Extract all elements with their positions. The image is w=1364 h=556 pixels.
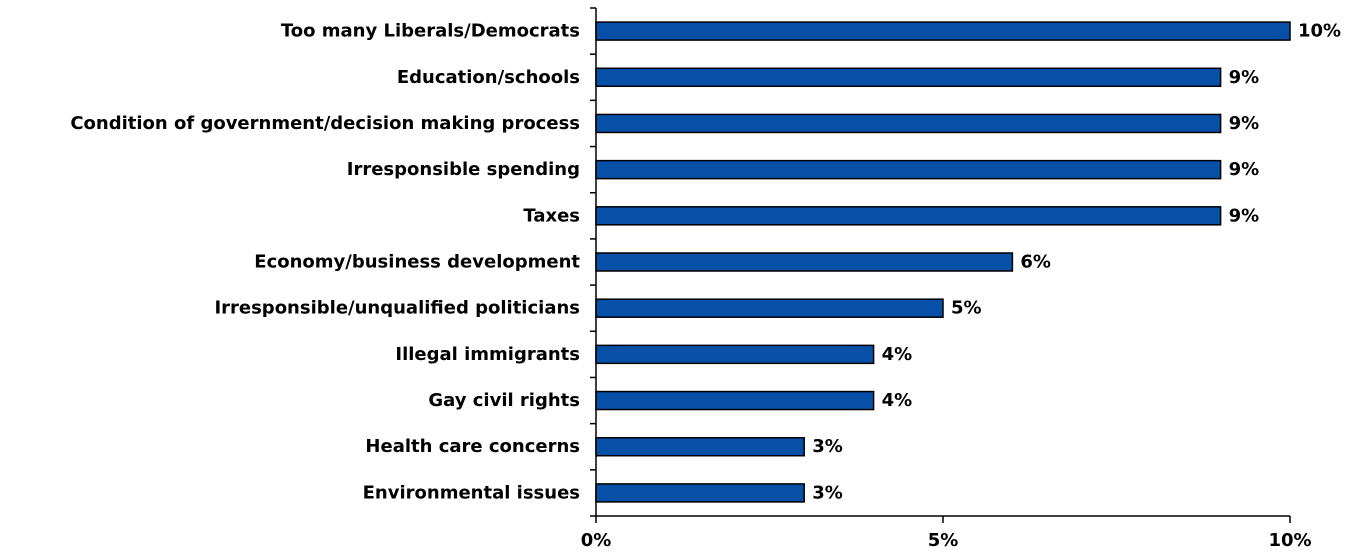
category-label: Taxes xyxy=(523,205,580,226)
data-label: 9% xyxy=(1229,67,1260,88)
category-label: Education/schools xyxy=(397,67,580,88)
bar xyxy=(595,344,875,365)
data-label: 9% xyxy=(1229,205,1260,226)
data-label: 3% xyxy=(812,436,843,457)
data-label: 10% xyxy=(1298,21,1341,42)
bar xyxy=(595,298,944,318)
axes-group xyxy=(590,7,1291,523)
category-label: Irresponsible/unqualified politicians xyxy=(214,298,580,319)
data-label: 4% xyxy=(882,390,913,411)
bars-group xyxy=(595,21,1291,503)
data-label: 4% xyxy=(882,344,913,365)
category-label: Too many Liberals/Democrats xyxy=(281,21,580,42)
x-tick-label: 5% xyxy=(928,530,959,551)
bar xyxy=(595,113,1222,134)
category-label: Health care concerns xyxy=(365,436,580,457)
data-label: 6% xyxy=(1020,252,1051,273)
bar xyxy=(595,436,805,457)
category-label: Gay civil rights xyxy=(428,390,580,411)
data-label: 9% xyxy=(1229,159,1260,180)
bar xyxy=(595,21,1291,41)
category-label: Economy/business development xyxy=(254,252,580,273)
category-label: Environmental issues xyxy=(363,482,580,503)
data-label: 5% xyxy=(951,298,982,319)
bar xyxy=(595,390,875,411)
category-label: Condition of government/decision making … xyxy=(70,113,580,134)
data-label: 9% xyxy=(1229,113,1260,134)
bar xyxy=(595,252,1014,272)
bar xyxy=(595,159,1222,180)
labels-group: Too many Liberals/Democrats 10% Education/… xyxy=(70,21,1341,551)
x-tick-label: 0% xyxy=(581,530,612,551)
x-tick-label: 10% xyxy=(1268,530,1311,551)
data-label: 3% xyxy=(812,482,843,503)
category-label: Irresponsible spending xyxy=(347,159,580,180)
category-label: Illegal immigrants xyxy=(395,344,580,365)
bar xyxy=(595,67,1222,88)
bar xyxy=(595,206,1222,226)
bar xyxy=(595,483,805,503)
